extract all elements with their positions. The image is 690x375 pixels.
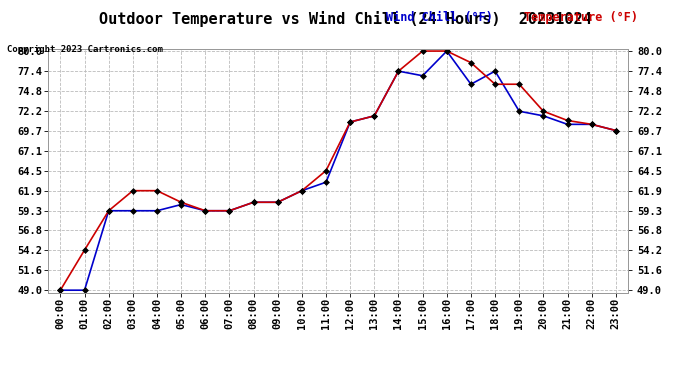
Text: Outdoor Temperature vs Wind Chill (24 Hours)  20231024: Outdoor Temperature vs Wind Chill (24 Ho… xyxy=(99,11,591,27)
Text: Copyright 2023 Cartronics.com: Copyright 2023 Cartronics.com xyxy=(7,45,163,54)
Text: Temperature (°F): Temperature (°F) xyxy=(524,11,638,24)
Text: Wind Chill (°F): Wind Chill (°F) xyxy=(386,11,493,24)
